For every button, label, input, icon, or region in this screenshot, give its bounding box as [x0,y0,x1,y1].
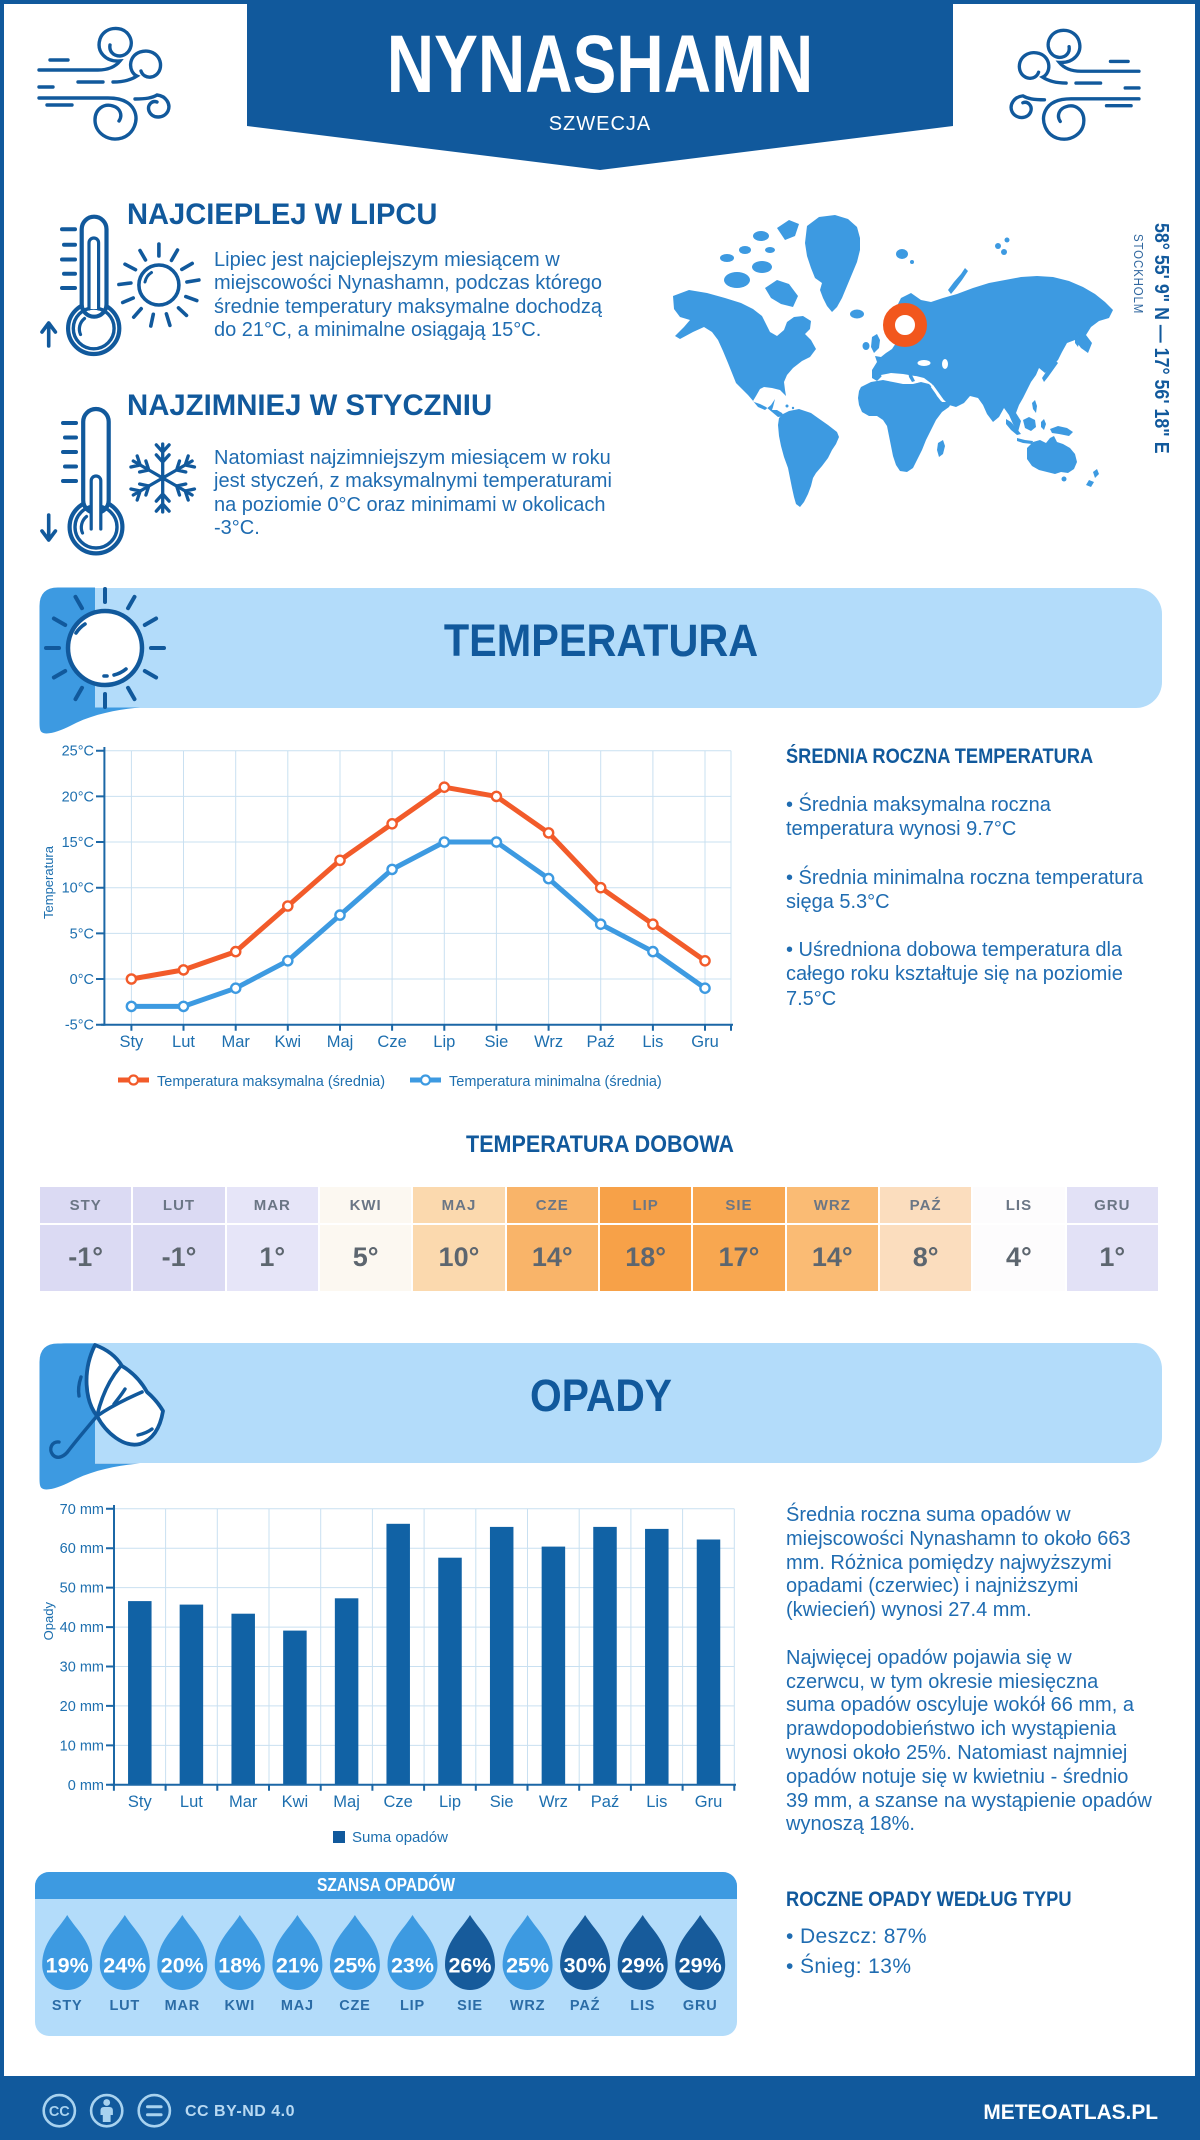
svg-text:15°C: 15°C [62,835,94,851]
svg-text:Temperatura minimalna (średnia: Temperatura minimalna (średnia) [449,1074,662,1090]
svg-text:Lip: Lip [433,1033,455,1051]
svg-text:Maj: Maj [333,1793,360,1811]
svg-text:Wrz: Wrz [539,1793,568,1811]
svg-text:Suma opadów: Suma opadów [352,1829,448,1846]
svg-text:30%: 30% [564,1954,607,1978]
svg-text:STY: STY [52,1998,83,2014]
svg-text:LIP: LIP [400,1998,425,2014]
svg-text:Sty: Sty [119,1033,144,1051]
svg-text:WRZ: WRZ [510,1998,545,2014]
svg-text:GRU: GRU [683,1998,718,2014]
svg-text:0°C: 0°C [70,972,94,988]
svg-text:Cze: Cze [384,1793,413,1811]
svg-text:25%: 25% [506,1954,549,1978]
svg-text:20°C: 20°C [62,789,94,805]
svg-text:Maj: Maj [327,1033,354,1051]
svg-text:19%: 19% [46,1954,89,1978]
svg-text:LUT: LUT [110,1998,141,2014]
svg-text:21%: 21% [276,1954,319,1978]
svg-text:Paź: Paź [586,1033,614,1051]
svg-text:Lip: Lip [439,1793,461,1811]
svg-text:SIE: SIE [457,1998,483,2014]
svg-text:29%: 29% [679,1954,722,1978]
svg-text:Sie: Sie [484,1033,508,1051]
svg-text:20 mm: 20 mm [60,1699,104,1715]
svg-text:30 mm: 30 mm [60,1660,104,1676]
svg-text:Kwi: Kwi [275,1033,302,1051]
svg-text:Kwi: Kwi [282,1793,309,1811]
svg-text:Sie: Sie [490,1793,514,1811]
svg-text:Lut: Lut [180,1793,203,1811]
svg-text:60 mm: 60 mm [60,1541,104,1557]
svg-text:Gru: Gru [695,1793,723,1811]
svg-text:10°C: 10°C [62,881,94,897]
svg-text:Mar: Mar [221,1033,250,1051]
svg-text:CZE: CZE [339,1998,370,2014]
svg-text:5°C: 5°C [70,926,94,942]
svg-text:20%: 20% [161,1954,204,1978]
svg-text:-5°C: -5°C [65,1018,94,1034]
svg-text:18%: 18% [218,1954,261,1978]
svg-text:Lis: Lis [646,1793,667,1811]
svg-text:70 mm: 70 mm [60,1502,104,1518]
svg-text:0 mm: 0 mm [68,1778,104,1794]
svg-text:23%: 23% [391,1954,434,1978]
svg-text:MAJ: MAJ [281,1998,314,2014]
svg-text:24%: 24% [103,1954,146,1978]
svg-text:Cze: Cze [377,1033,406,1051]
svg-text:40 mm: 40 mm [60,1620,104,1636]
svg-text:CC: CC [49,2104,70,2120]
svg-text:LIS: LIS [630,1998,655,2014]
svg-text:10 mm: 10 mm [60,1738,104,1754]
svg-text:Lut: Lut [172,1033,195,1051]
svg-text:PAŹ: PAŹ [570,1997,600,2014]
svg-text:Mar: Mar [229,1793,258,1811]
svg-text:26%: 26% [448,1954,491,1978]
svg-text:Sty: Sty [128,1793,153,1811]
svg-text:Wrz: Wrz [534,1033,563,1051]
svg-text:MAR: MAR [165,1998,200,2014]
svg-text:Paź: Paź [591,1793,619,1811]
svg-text:Gru: Gru [691,1033,719,1051]
svg-text:29%: 29% [621,1954,664,1978]
svg-text:KWI: KWI [225,1998,256,2014]
svg-text:50 mm: 50 mm [60,1581,104,1597]
svg-text:Lis: Lis [642,1033,663,1051]
svg-text:Temperatura maksymalna (średni: Temperatura maksymalna (średnia) [157,1074,385,1090]
svg-text:25°C: 25°C [62,744,94,760]
svg-text:25%: 25% [333,1954,376,1978]
